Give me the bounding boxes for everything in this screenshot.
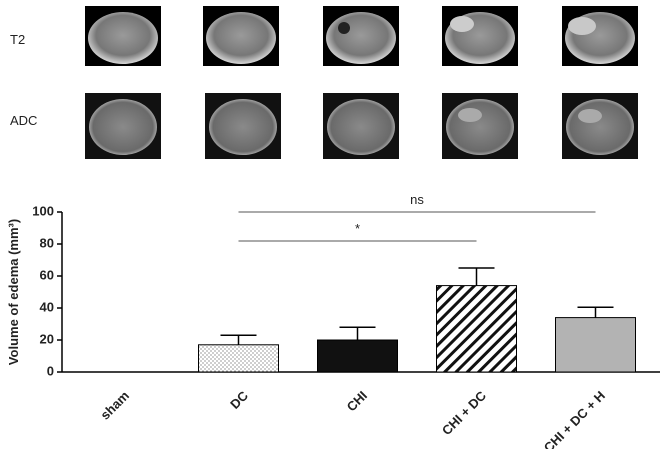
y-axis-label: Volume of edema (mm³) bbox=[6, 219, 21, 365]
bar bbox=[436, 285, 517, 373]
x-tick-label: CHI bbox=[344, 388, 370, 414]
significance-label: ns bbox=[410, 192, 424, 207]
y-tick-label: 100 bbox=[32, 203, 54, 218]
bar bbox=[555, 317, 636, 373]
significance-label: * bbox=[355, 221, 360, 236]
x-tick-label: DC bbox=[227, 388, 251, 412]
y-tick-label: 80 bbox=[40, 235, 54, 250]
t2-row bbox=[85, 6, 638, 66]
y-tick-label: 40 bbox=[40, 299, 54, 314]
x-tick-label: sham bbox=[97, 388, 132, 423]
adc-row bbox=[85, 93, 638, 159]
y-tick-label: 0 bbox=[47, 363, 54, 378]
row-label: ADC bbox=[10, 113, 37, 128]
mri-images bbox=[85, 6, 638, 159]
bar bbox=[198, 344, 279, 373]
row-label: T2 bbox=[10, 32, 25, 47]
y-tick-label: 60 bbox=[40, 267, 54, 282]
x-tick-label: CHI + DC bbox=[439, 388, 490, 439]
x-tick-label: CHI + DC + H bbox=[541, 388, 608, 449]
bar bbox=[317, 339, 398, 373]
y-tick-label: 20 bbox=[40, 331, 54, 346]
